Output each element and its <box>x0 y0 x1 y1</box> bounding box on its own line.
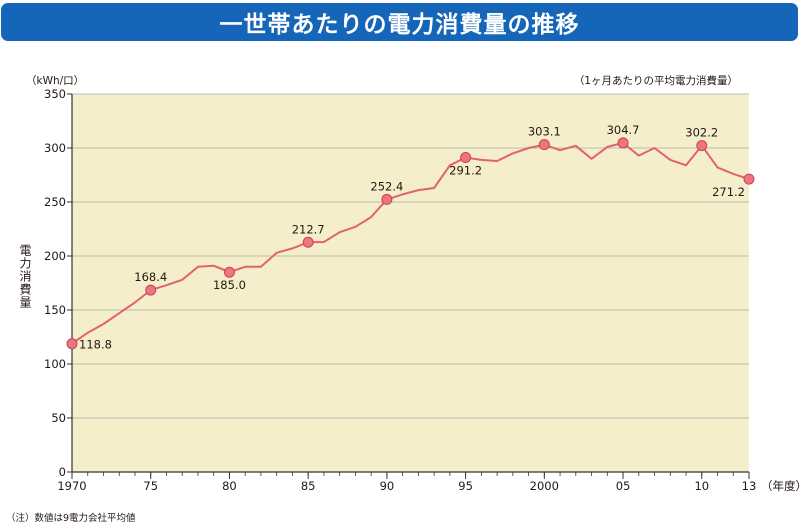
y-axis-label: 電力消費量 <box>18 244 32 309</box>
x-tick-label: 2000 <box>530 479 559 493</box>
x-tick-label: 75 <box>143 479 158 493</box>
x-tick-label: 13 <box>742 479 757 493</box>
y-tick-label: 350 <box>44 87 66 101</box>
y-tick-label: 50 <box>51 411 66 425</box>
y-tick-label: 200 <box>44 249 66 263</box>
data-point-marker <box>66 338 78 350</box>
y-tick-label: 250 <box>44 195 66 209</box>
data-point-marker <box>696 140 708 152</box>
data-label: 291.2 <box>449 164 482 178</box>
data-label: 168.4 <box>134 270 167 284</box>
y-tick-label: 0 <box>59 465 66 479</box>
data-point-marker <box>617 137 629 149</box>
chart-subtitle: （1ヶ月あたりの平均電力消費量） <box>573 75 738 87</box>
y-tick-label: 300 <box>44 141 66 155</box>
x-tick-label: 90 <box>380 479 395 493</box>
x-tick-label: 95 <box>458 479 473 493</box>
x-tick-label: 1970 <box>57 479 86 493</box>
y-tick-label: 100 <box>44 357 66 371</box>
data-point-marker <box>381 193 393 205</box>
data-point-marker <box>145 284 157 296</box>
data-label: 252.4 <box>370 179 403 193</box>
data-point-marker <box>223 266 235 278</box>
data-label: 302.2 <box>685 126 718 140</box>
data-label: 118.8 <box>79 338 112 352</box>
data-label: 212.7 <box>292 222 325 236</box>
series-line <box>71 141 750 345</box>
x-tick-label: 05 <box>616 479 631 493</box>
data-point-marker <box>302 236 314 248</box>
data-point-marker <box>538 139 550 151</box>
data-label: 304.7 <box>607 123 640 137</box>
x-tick-label: 10 <box>694 479 709 493</box>
data-point-marker <box>460 152 472 164</box>
x-tick-label: 80 <box>222 479 237 493</box>
data-point-marker <box>743 173 755 185</box>
data-label: 185.0 <box>213 278 246 292</box>
title-bar: 一世帯あたりの電力消費量の推移 <box>1 3 798 41</box>
data-label: 271.2 <box>712 185 745 199</box>
y-tick-label: 150 <box>44 303 66 317</box>
x-unit-label: （年度） <box>761 479 800 493</box>
plot-area <box>72 94 749 472</box>
data-label: 303.1 <box>528 125 561 139</box>
chart-title: 一世帯あたりの電力消費量の推移 <box>219 12 580 38</box>
y-unit-label: （kWh/口） <box>26 75 85 87</box>
x-tick-label: 85 <box>301 479 316 493</box>
footnote: （注）数値は9電力会社平均値 <box>6 513 136 524</box>
